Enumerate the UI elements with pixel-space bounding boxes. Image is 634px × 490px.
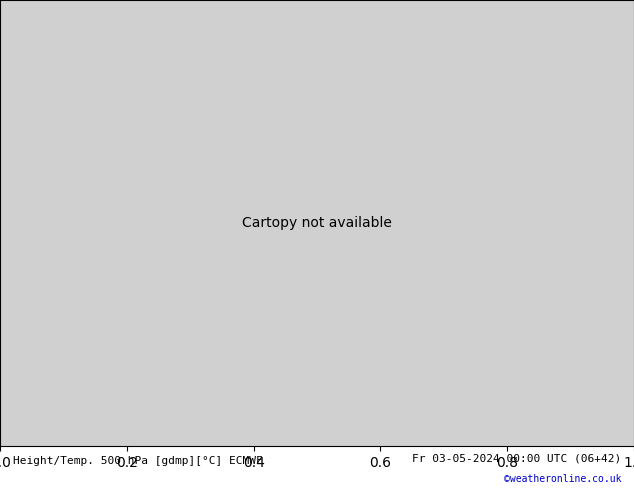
Text: Cartopy not available: Cartopy not available bbox=[242, 216, 392, 230]
Text: ©weatheronline.co.uk: ©weatheronline.co.uk bbox=[504, 474, 621, 484]
Text: Fr 03-05-2024 00:00 UTC (06+42): Fr 03-05-2024 00:00 UTC (06+42) bbox=[412, 453, 621, 463]
Text: Height/Temp. 500 hPa [gdmp][°C] ECMWF: Height/Temp. 500 hPa [gdmp][°C] ECMWF bbox=[13, 456, 262, 466]
